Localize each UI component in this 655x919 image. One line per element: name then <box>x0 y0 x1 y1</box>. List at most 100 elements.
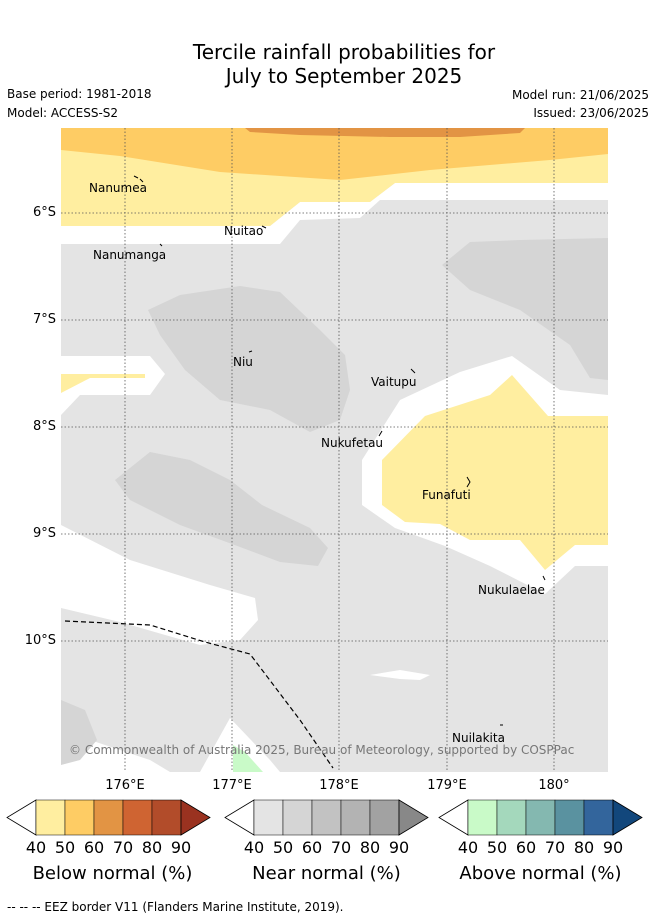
place-label-funafuti: Funafuti <box>422 488 471 502</box>
colorbar-segment <box>35 799 66 836</box>
lon-tick-179e: 179°E <box>427 778 467 793</box>
colorbar-segment <box>122 799 153 836</box>
colorbar-segment <box>282 799 313 836</box>
below-normal-40-west <box>61 374 145 393</box>
copyright-notice: © Commonwealth of Australia 2025, Bureau… <box>69 743 575 757</box>
eez-border-note: -- -- -- EEZ border V11 (Flanders Marine… <box>7 900 344 914</box>
colorbar-segment <box>253 799 284 836</box>
colorbar-tick-label: 50 <box>486 838 508 857</box>
no-dominant-band-southwest <box>61 525 258 645</box>
eez-border-line <box>64 620 334 769</box>
island-nukufetau <box>378 430 383 437</box>
below-normal-title: Below normal (%) <box>32 863 193 884</box>
colorbar-tick-label: 50 <box>54 838 76 857</box>
lat-tick-6s: 6°S <box>32 205 56 220</box>
near-normal-50-patch-3 <box>442 238 608 380</box>
island-outlines <box>133 175 546 726</box>
colorbar-segment <box>525 799 556 836</box>
colorbar-tick-label: 40 <box>243 838 265 857</box>
place-label-nukulaelae: Nukulaelae <box>478 583 545 597</box>
colorbar-tick-label: 80 <box>359 838 381 857</box>
lat-tick-8s: 8°S <box>32 419 56 434</box>
model-name: Model: ACCESS-S2 <box>7 106 119 120</box>
below-normal-60-north <box>245 128 525 137</box>
place-label-nuitao: Nuitao <box>224 224 264 238</box>
colorbars <box>6 799 643 836</box>
place-label-nanumea: Nanumea <box>89 181 147 195</box>
island-nukulaelae <box>542 575 546 581</box>
near-normal-title: Near normal (%) <box>252 863 401 884</box>
chart-title: Tercile rainfall probabilities for July … <box>0 40 655 88</box>
place-label-nukufetau: Nukufetau <box>321 436 384 450</box>
colorbar-tick-label: 70 <box>330 838 352 857</box>
above-normal-title: Above normal (%) <box>459 863 622 884</box>
no-dominant-band-north <box>61 183 608 244</box>
colorbar-segment <box>93 799 124 836</box>
colorbar-arrow-high <box>612 799 643 836</box>
colorbar-above-normal <box>438 799 643 836</box>
above-normal-40-patch <box>233 745 263 772</box>
colorbar-tick-label: 40 <box>457 838 479 857</box>
colorbar-arrow-high <box>180 799 211 836</box>
below-normal-40-east <box>382 375 608 570</box>
island-nanumanga <box>159 243 163 247</box>
colorbar-tick-labels: 40 50 60 70 80 90 40 50 60 70 80 90 40 50 60 70 80 90 <box>0 838 655 858</box>
model-run: Model run: 21/06/2025 <box>511 88 649 102</box>
place-label-vaitupu: Vaitupu <box>371 375 417 389</box>
colorbar-tick-label: 70 <box>544 838 566 857</box>
lon-tick-176e: 176°E <box>105 778 145 793</box>
colorbar-below-normal <box>6 799 211 836</box>
lon-tick-177e: 177°E <box>212 778 252 793</box>
colorbar-segment <box>554 799 585 836</box>
place-label-nanumanga: Nanumanga <box>93 248 167 262</box>
near-normal-50-patch-2 <box>115 452 328 566</box>
island-niu <box>248 350 253 353</box>
island-nanumea <box>133 175 144 183</box>
base-period: Base period: 1981-2018 <box>7 87 152 101</box>
colorbar-tick-label: 60 <box>515 838 537 857</box>
colorbar-arrow-high <box>398 799 429 836</box>
colorbar-segment <box>369 799 400 836</box>
colorbar-segment <box>583 799 614 836</box>
colorbar-tick-label: 80 <box>573 838 595 857</box>
near-normal-50-patch-1 <box>148 286 350 432</box>
colorbar-tick-label: 50 <box>272 838 294 857</box>
no-dominant-band-west <box>61 356 165 415</box>
colorbar-segment <box>311 799 342 836</box>
lon-tick-178e: 178°E <box>319 778 359 793</box>
gridlines <box>61 128 608 772</box>
below-normal-50-north <box>61 128 608 180</box>
colorbar-tick-label: 90 <box>602 838 624 857</box>
colorbar-tick-label: 40 <box>25 838 47 857</box>
colorbar-arrow-low <box>224 799 255 836</box>
colorbar-tick-label: 60 <box>83 838 105 857</box>
title-line-2: July to September 2025 <box>225 64 463 88</box>
colorbar-tick-label: 70 <box>112 838 134 857</box>
colorbar-segment <box>64 799 95 836</box>
colorbar-near-normal <box>224 799 429 836</box>
lon-tick-180: 180° <box>538 778 570 793</box>
colorbar-segment <box>496 799 527 836</box>
near-normal-50-patch-4 <box>61 700 97 765</box>
colorbar-segment <box>467 799 498 836</box>
colorbar-segment <box>340 799 371 836</box>
issued-date: Issued: 23/06/2025 <box>533 106 649 120</box>
place-label-nuilakita: Nuilakita <box>452 731 505 745</box>
lat-tick-10s: 10°S <box>24 633 56 648</box>
island-funafuti <box>466 476 471 488</box>
lat-tick-9s: 9°S <box>32 526 56 541</box>
title-line-1: Tercile rainfall probabilities for <box>192 40 496 64</box>
island-vaitupu <box>410 368 416 374</box>
colorbar-arrow-low <box>6 799 37 836</box>
colorbar-tick-label: 90 <box>388 838 410 857</box>
colorbar-tick-label: 90 <box>170 838 192 857</box>
map-fields <box>61 128 608 772</box>
colorbar-segment <box>151 799 182 836</box>
colorbar-tick-label: 80 <box>141 838 163 857</box>
no-dominant-band-bottom-2 <box>200 718 280 772</box>
colorbar-arrow-low <box>438 799 469 836</box>
place-label-niu: Niu <box>233 355 253 369</box>
no-dominant-patch <box>370 670 430 680</box>
colorbar-tick-label: 60 <box>301 838 323 857</box>
